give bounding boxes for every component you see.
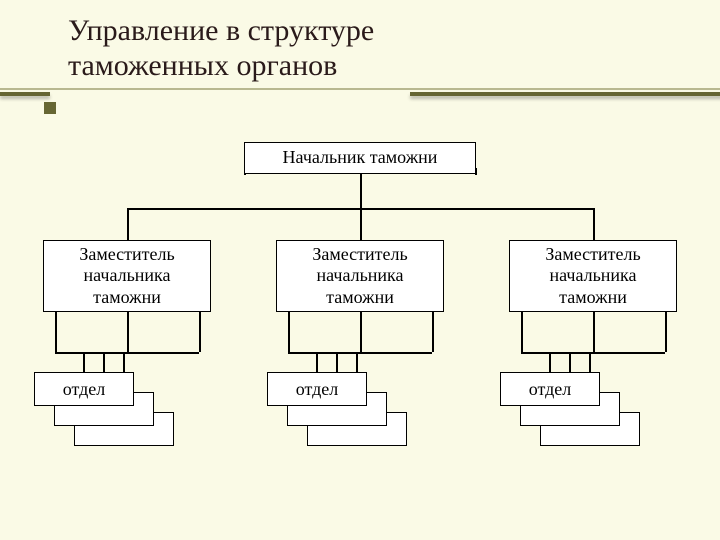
connector xyxy=(593,312,595,352)
connector xyxy=(360,312,362,352)
connector xyxy=(127,312,129,352)
connector xyxy=(127,208,129,240)
node-deputy-1: Заместитель начальника таможни xyxy=(43,240,211,312)
node-otdel: отдел xyxy=(267,372,367,406)
node-deputy-label: Заместитель начальника таможни xyxy=(79,244,174,309)
connector xyxy=(83,352,85,372)
connector xyxy=(432,312,434,352)
title-line-1: Управление в структуре xyxy=(68,14,374,49)
node-otdel-label: отдел xyxy=(63,379,106,400)
connector xyxy=(360,174,362,208)
connector xyxy=(288,352,432,354)
connector xyxy=(549,352,551,372)
node-otdel: отдел xyxy=(500,372,600,406)
title-underline-right xyxy=(410,92,720,96)
connector xyxy=(521,352,665,354)
node-deputy-label: Заместитель начальника таможни xyxy=(312,244,407,309)
title-underline-top xyxy=(0,88,720,90)
node-otdel: отдел xyxy=(34,372,134,406)
connector xyxy=(199,312,201,352)
connector xyxy=(665,312,667,352)
node-root: Начальник таможни xyxy=(244,142,476,174)
title-line-2: таможенных органов xyxy=(68,49,374,84)
node-root-label: Начальник таможни xyxy=(283,147,438,169)
node-otdel-label: отдел xyxy=(529,379,572,400)
connector xyxy=(55,312,57,352)
title-bullet-icon xyxy=(44,102,56,114)
connector xyxy=(316,352,318,372)
slide-title: Управление в структуре таможенных органо… xyxy=(68,14,374,83)
connector xyxy=(288,312,290,352)
connector xyxy=(55,352,199,354)
connector xyxy=(521,312,523,352)
connector xyxy=(360,208,362,240)
node-deputy-label: Заместитель начальника таможни xyxy=(545,244,640,309)
title-underline-left xyxy=(0,92,50,96)
node-deputy-3: Заместитель начальника таможни xyxy=(509,240,677,312)
node-otdel-label: отдел xyxy=(296,379,339,400)
node-deputy-2: Заместитель начальника таможни xyxy=(276,240,444,312)
connector xyxy=(593,208,595,240)
